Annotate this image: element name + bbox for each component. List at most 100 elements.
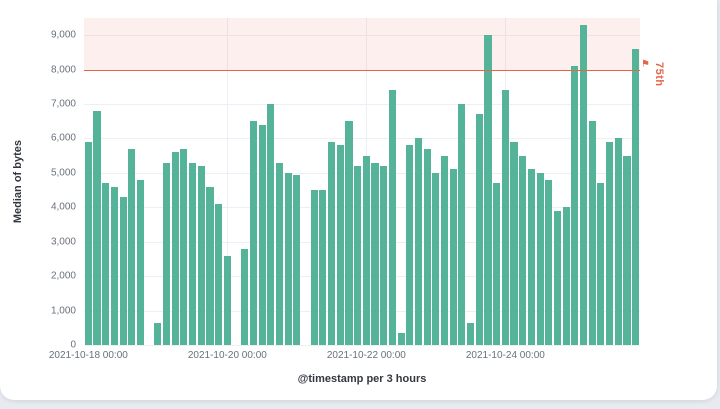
bar-slot [466, 18, 475, 345]
threshold-line[interactable] [84, 69, 640, 71]
plot-area[interactable]: 75th ⚑ [84, 18, 665, 346]
bar[interactable] [336, 145, 344, 345]
bar[interactable] [501, 90, 509, 345]
bar[interactable] [119, 197, 127, 345]
bar[interactable] [110, 186, 118, 345]
bar[interactable] [562, 207, 570, 345]
bar[interactable] [180, 148, 188, 345]
bar[interactable] [423, 148, 431, 345]
y-tick-label: 3,000 [50, 236, 76, 248]
bar[interactable] [414, 138, 422, 345]
bar-slot [440, 18, 449, 345]
bar-slot [249, 18, 258, 345]
bar[interactable] [588, 121, 596, 345]
bar[interactable] [571, 66, 579, 345]
bar[interactable] [632, 48, 640, 345]
bar[interactable] [397, 332, 405, 345]
bar-slot [544, 18, 553, 345]
bar-slot [475, 18, 484, 345]
y-gridline [84, 345, 640, 346]
bar[interactable] [371, 162, 379, 345]
bar[interactable] [171, 152, 179, 345]
bar-slot [518, 18, 527, 345]
bar[interactable] [545, 179, 553, 345]
bar[interactable] [84, 141, 92, 345]
threshold-flag-icon[interactable]: ⚑ [641, 58, 650, 70]
bar[interactable] [623, 155, 631, 345]
bar-slot [484, 18, 493, 345]
bar-slot [571, 18, 580, 345]
bar[interactable] [354, 166, 362, 345]
bar[interactable] [293, 174, 301, 345]
bar[interactable] [223, 255, 231, 345]
bar[interactable] [406, 145, 414, 345]
bar-slot [353, 18, 362, 345]
x-tick-label: 2021-10-18 00:00 [48, 350, 128, 361]
x-axis-title: @timestamp per 3 hours [297, 373, 427, 385]
bar-slot [93, 18, 102, 345]
bar[interactable] [553, 210, 561, 345]
bar[interactable] [136, 179, 144, 345]
chart-panel: Median of bytes 0 1,000 2,000 3,000 4,000 5,0… [0, 0, 717, 400]
bar[interactable] [275, 162, 283, 345]
bar-slot [145, 18, 154, 345]
bar[interactable] [475, 114, 483, 345]
bar[interactable] [310, 190, 318, 345]
bar-slot [501, 18, 510, 345]
bar-slot [362, 18, 371, 345]
bar[interactable] [579, 24, 588, 345]
bar[interactable] [345, 121, 353, 345]
bar-slot [588, 18, 597, 345]
bar[interactable] [614, 138, 622, 345]
bar-slot [110, 18, 119, 345]
bar[interactable] [162, 162, 171, 345]
bar-slot [284, 18, 293, 345]
bar[interactable] [458, 104, 466, 345]
bar[interactable] [519, 155, 527, 345]
bar[interactable] [93, 110, 101, 345]
bar-slot [197, 18, 206, 345]
bar[interactable] [206, 186, 214, 345]
bar[interactable] [380, 166, 388, 345]
y-tick-label: 8,000 [50, 64, 76, 76]
bar[interactable] [467, 322, 475, 345]
bar-slot [232, 18, 241, 345]
bar[interactable] [197, 166, 205, 345]
y-gridline [84, 241, 640, 243]
bar[interactable] [328, 141, 336, 345]
bar-slot [562, 18, 571, 345]
bar[interactable] [527, 169, 535, 345]
bar-slot [397, 18, 406, 345]
bar[interactable] [606, 141, 614, 345]
bar[interactable] [154, 322, 162, 345]
bar-slot [423, 18, 432, 345]
bar[interactable] [432, 172, 440, 345]
bar[interactable] [440, 155, 449, 345]
bar[interactable] [362, 155, 370, 345]
bar[interactable] [249, 121, 257, 345]
bar[interactable] [189, 162, 197, 345]
bar[interactable] [536, 172, 544, 345]
bar[interactable] [284, 172, 292, 345]
bar[interactable] [128, 148, 136, 345]
bar-slot [275, 18, 284, 345]
bar[interactable] [258, 124, 266, 345]
threshold-region [84, 18, 640, 70]
x-gridline [227, 18, 229, 345]
bar[interactable] [484, 35, 492, 345]
bar[interactable] [493, 183, 501, 345]
bar[interactable] [267, 104, 275, 345]
y-tick-label: 9,000 [50, 29, 76, 41]
bar[interactable] [102, 183, 110, 345]
bar[interactable] [215, 203, 223, 345]
bar[interactable] [597, 183, 605, 345]
bar[interactable] [449, 169, 457, 345]
bar[interactable] [388, 90, 396, 345]
bar-slot [319, 18, 328, 345]
bar-slot [371, 18, 380, 345]
bar[interactable] [241, 248, 249, 345]
bar-slot [631, 18, 640, 345]
bar[interactable] [510, 141, 518, 345]
bar-slot [336, 18, 345, 345]
bar[interactable] [319, 190, 327, 345]
